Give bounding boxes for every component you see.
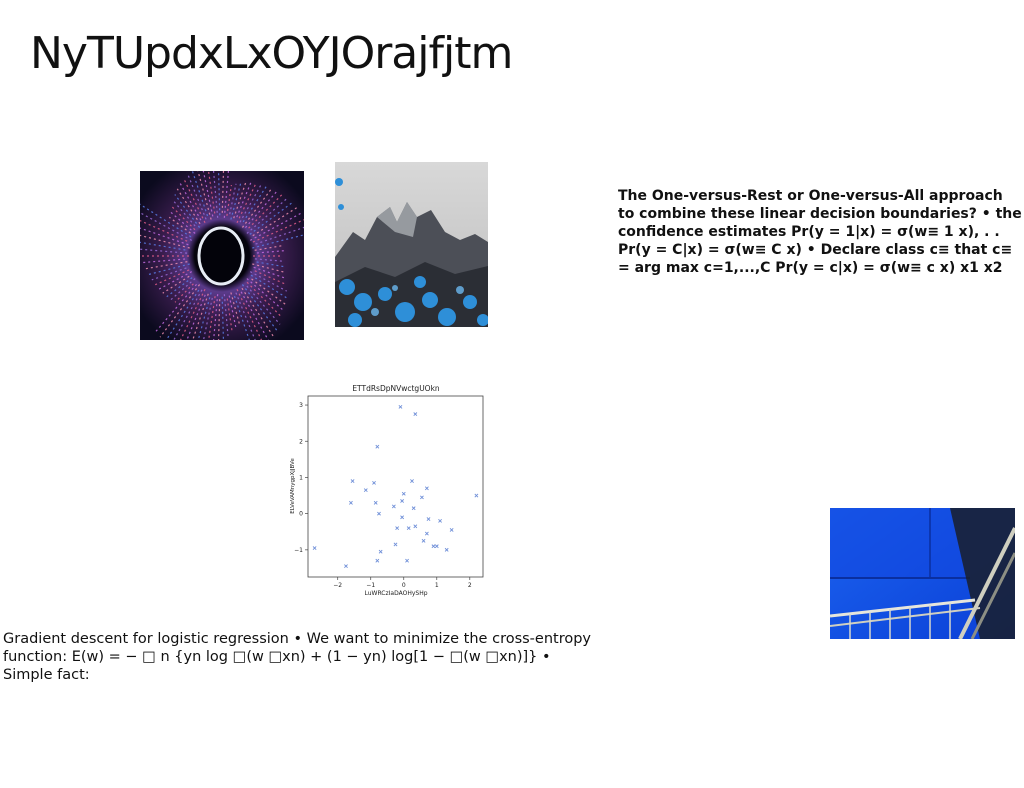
y-tick-label: 0 [299,511,303,518]
blue-mountain-image [335,162,488,327]
scatter-point [426,517,431,521]
ring-of-light-image [140,171,304,340]
scatter-point [411,506,416,511]
y-tick-label: 1 [299,474,303,481]
scatter-point [377,511,381,516]
ring-of-light-photo [140,171,304,340]
scatter-point [350,479,355,483]
scatter-point [398,404,403,409]
y-tick-label: 3 [299,402,303,409]
x-axis-label: LuWRCzIaDAOHySHp [364,590,427,597]
x-axis-ticks: −2 −1 0 1 2 [333,577,472,589]
chart-title: ETTdRsDpNVwctgUOkn [352,384,440,393]
blue-mountain-photo [335,162,488,327]
scatter-point [424,486,429,491]
scatter-point [401,491,406,496]
scatter-point [406,526,411,531]
scatter-point [421,538,426,543]
scatter-point [375,444,380,449]
scatter-point [474,493,479,498]
scatter-point [419,495,424,500]
scatter-point [438,518,442,523]
scatter-point [449,528,454,532]
blue-room-image [830,508,1015,639]
gradient-descent-text: Gradient descent for logistic regression… [3,631,592,683]
scatter-point [434,544,439,549]
scatter-point [405,558,409,563]
scatter-point [391,504,396,509]
scatter-point [400,515,405,520]
y-tick-label: 2 [299,438,303,445]
scatter-point [400,499,405,503]
one-vs-rest-text: The One-versus-Rest or One-versus-All ap… [618,188,1022,276]
x-tick-label: 1 [435,582,439,589]
scatter-point [375,558,380,563]
scatter-point [349,500,353,505]
scatter-point [413,524,418,529]
scatter-point [344,564,348,569]
y-tick-label: −1 [294,547,303,554]
scatter-point [312,546,317,550]
scatter-point [395,526,400,531]
x-tick-label: 0 [402,582,406,589]
scatter-point [431,544,436,549]
slide-title: NyTUpdxLxOYJOrajfjtm [30,28,513,79]
x-tick-label: −2 [333,582,342,589]
x-tick-label: −1 [366,582,375,589]
scatter-point [373,500,378,505]
x-tick-label: 2 [468,582,472,589]
blue-room-railing-photo [830,508,1015,639]
scatter-points [312,404,479,569]
plot-frame [307,395,484,578]
scatter-point [413,412,418,417]
scatter-chart: ETTdRsDpNVwctgUOkn −2 −1 0 1 2 −1 0 1 2 3 LuWRCz… [290,384,484,597]
y-axis-label: ELVeVAMnygpXjJBVe [290,458,296,514]
scatter-point [393,542,398,547]
scatter-point [372,480,376,485]
scatter-point [424,531,429,536]
scatter-point [444,547,449,552]
scatter-point [410,479,414,483]
y-axis-ticks: −1 0 1 2 3 [294,402,308,554]
scatter-point [363,488,368,493]
scatter-point [378,549,383,554]
